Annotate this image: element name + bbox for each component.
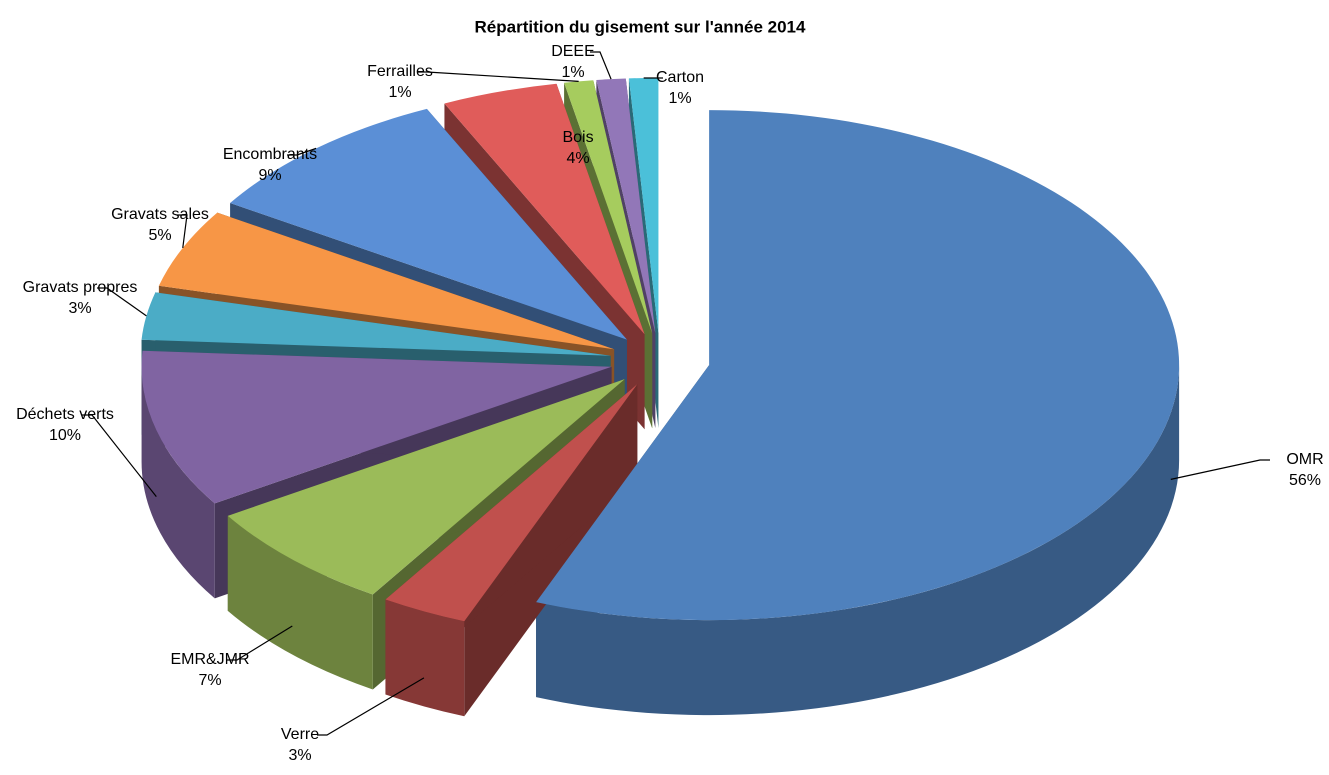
leader-line bbox=[317, 677, 425, 736]
chart-title: Répartition du gisement sur l'année 2014 bbox=[475, 17, 806, 36]
slice-wall bbox=[227, 515, 373, 690]
value-label: 1% bbox=[388, 84, 411, 101]
slice bbox=[385, 384, 638, 622]
value-label: 5% bbox=[148, 227, 171, 244]
category-label: Verre bbox=[281, 726, 319, 743]
slice bbox=[141, 350, 612, 504]
slice bbox=[227, 379, 625, 595]
leader-line bbox=[417, 71, 579, 82]
value-label: 1% bbox=[561, 64, 584, 81]
category-label: DEEE bbox=[551, 43, 595, 60]
category-label: Encombrants bbox=[223, 146, 317, 163]
value-label: 1% bbox=[668, 90, 691, 107]
leader-line bbox=[590, 51, 612, 80]
slice bbox=[536, 110, 1180, 621]
value-label: 56% bbox=[1289, 472, 1321, 489]
leader-line bbox=[227, 625, 293, 661]
value-label: 4% bbox=[566, 150, 589, 167]
category-label: EMR&JMR bbox=[170, 651, 249, 668]
category-label: Carton bbox=[656, 69, 704, 86]
slice-wall bbox=[141, 366, 215, 599]
value-label: 3% bbox=[68, 300, 91, 317]
slice bbox=[141, 292, 611, 356]
category-label: Gravats sales bbox=[111, 206, 209, 223]
slice-wall bbox=[536, 365, 1180, 716]
slice-wall bbox=[385, 599, 465, 717]
slice bbox=[564, 80, 653, 334]
category-label: OMR bbox=[1286, 451, 1323, 468]
value-label: 3% bbox=[288, 747, 311, 764]
category-label: Bois bbox=[562, 129, 593, 146]
category-label: Ferrailles bbox=[367, 63, 433, 80]
leader-line bbox=[97, 287, 147, 317]
value-label: 9% bbox=[258, 167, 281, 184]
leader-line bbox=[287, 147, 317, 156]
slice bbox=[230, 108, 627, 340]
slice bbox=[444, 83, 645, 335]
value-label: 7% bbox=[198, 672, 221, 689]
slice bbox=[158, 212, 615, 350]
leader-line bbox=[82, 414, 157, 498]
leader-line bbox=[1170, 459, 1270, 480]
category-label: Déchets verts bbox=[16, 406, 114, 423]
leader-line bbox=[177, 214, 188, 249]
slice bbox=[628, 77, 659, 333]
value-label: 10% bbox=[49, 427, 81, 444]
slice bbox=[596, 78, 656, 333]
category-label: Gravats propres bbox=[23, 279, 138, 296]
